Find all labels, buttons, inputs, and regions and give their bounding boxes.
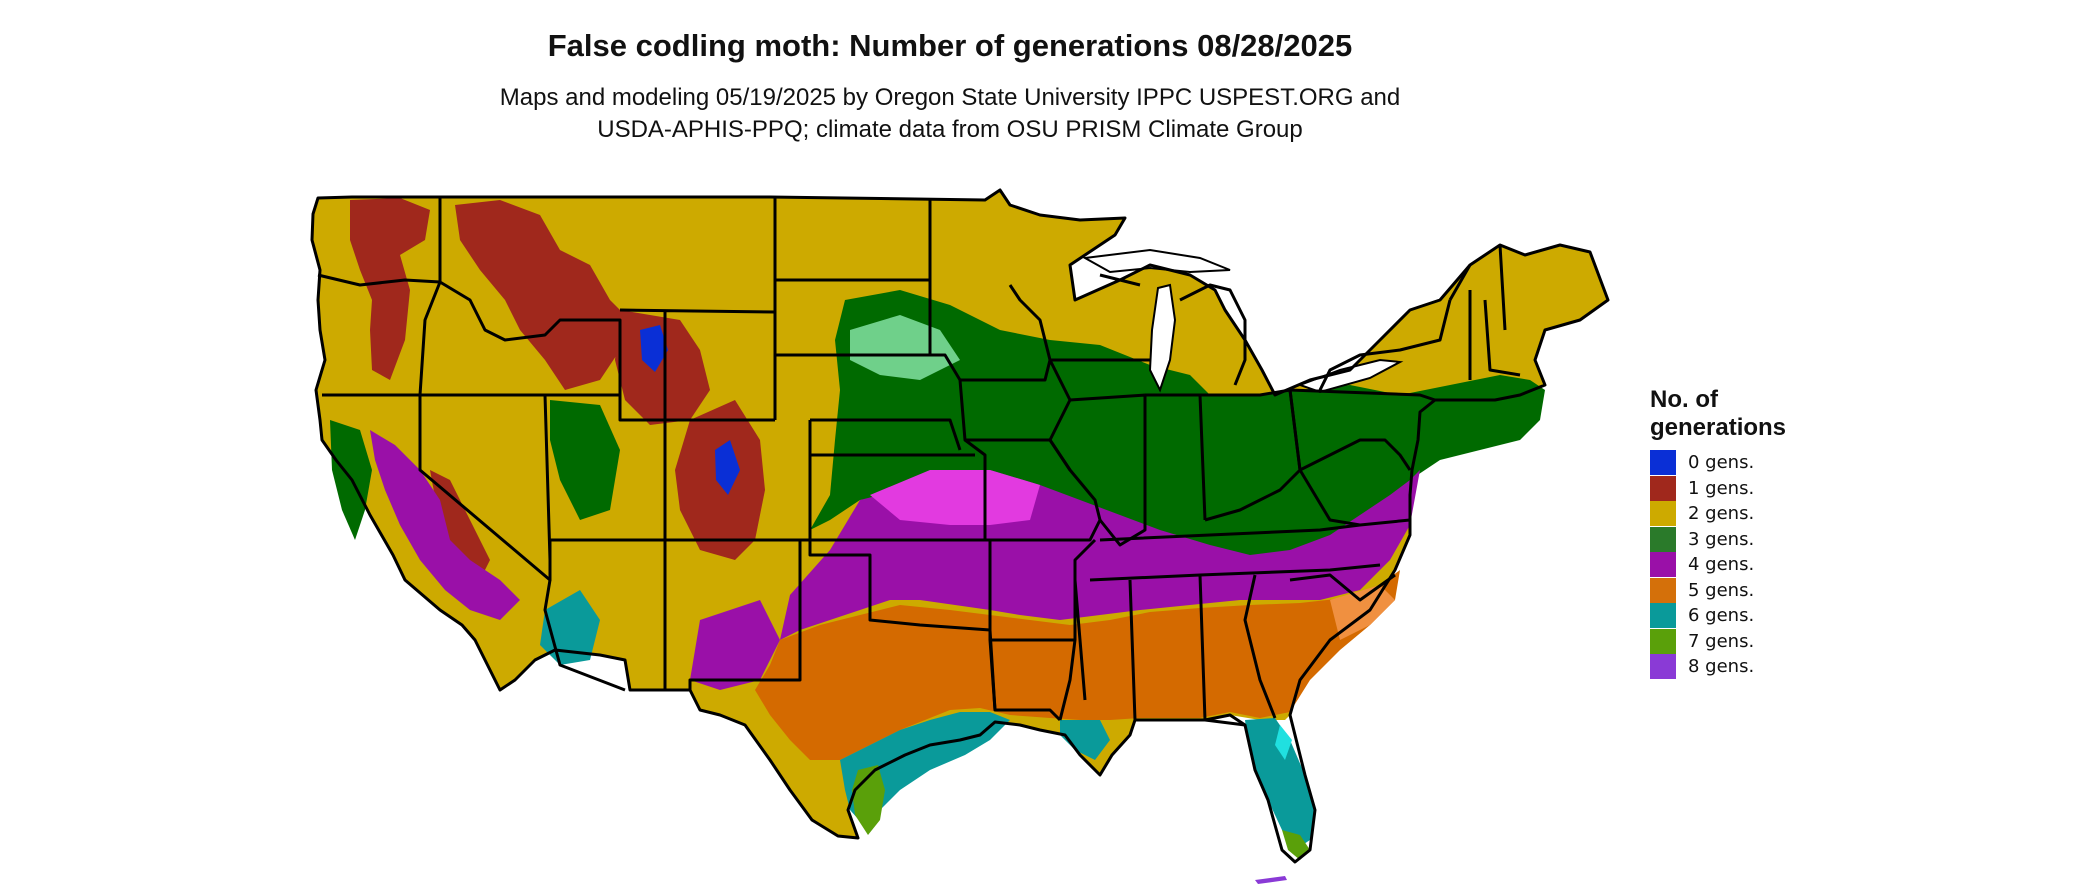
border-ar-la <box>988 538 1097 722</box>
border-id <box>418 198 622 396</box>
border-dakotas <box>773 197 935 420</box>
region-3gens-northeast <box>1440 380 1540 430</box>
region-1gen-idaho-montana <box>455 200 630 390</box>
legend-item-8-gens: 8 gens. <box>1650 654 1850 680</box>
great-lakes <box>1081 248 1404 394</box>
legend-label: 7 gens. <box>1688 630 1755 652</box>
region-3gens-central <box>810 290 1545 565</box>
legend-swatch <box>1650 603 1676 629</box>
legend-label: 8 gens. <box>1688 656 1755 678</box>
region-6gens-louisiana <box>1060 720 1110 760</box>
legend-item-6-gens: 6 gens. <box>1650 603 1850 629</box>
map-title: False codling moth: Number of generation… <box>547 28 1353 63</box>
legend-label: 4 gens. <box>1688 554 1755 576</box>
region-1gen-pnw <box>350 198 430 380</box>
legend-item-1-gens: 1 gens. <box>1650 475 1850 502</box>
border-wa-or <box>317 273 441 287</box>
legend-label: 5 gens. <box>1688 579 1755 601</box>
generation-regions <box>312 190 1608 884</box>
legend-swatch <box>1650 654 1676 680</box>
region-3gens-light <box>850 315 960 380</box>
legend: No. of generations 0 gens. 1 gens. 2 gen… <box>1650 386 1850 680</box>
region-4gens-southwest <box>370 430 520 620</box>
border-carolinas <box>1289 573 1396 602</box>
region-0gen-wyoming <box>640 325 668 372</box>
border-wi-il <box>1048 358 1150 547</box>
border-pa-ny <box>1289 299 1452 402</box>
legend-item-0-gens: 0 gens. <box>1650 450 1850 476</box>
region-8gens-keys <box>1255 876 1287 884</box>
subtitle-line-2: USDA-APHIS-PPQ; climate data from OSU PR… <box>597 116 1303 143</box>
legend-title: No. of generations <box>1650 386 1850 442</box>
region-6gens-florida <box>1245 718 1315 850</box>
border-new-england <box>1448 244 1521 380</box>
legend-item-2-gens: 2 gens. <box>1650 501 1850 527</box>
region-1gen-sierra <box>430 470 490 580</box>
legend-label: 3 gens. <box>1688 528 1755 550</box>
border-ky-tn <box>1089 523 1381 582</box>
region-4gens-light <box>870 470 1040 525</box>
border-ms-al-ga <box>1073 574 1277 727</box>
us-outline <box>310 188 1610 864</box>
legend-label: 2 gens. <box>1688 503 1755 525</box>
region-7gens-south-florida <box>1282 830 1310 860</box>
legend-title-line-1: No. of <box>1650 386 1718 413</box>
legend-swatch <box>1650 628 1676 654</box>
border-va-wv <box>1288 389 1412 527</box>
region-6gens-light-florida <box>1275 725 1292 760</box>
legend-swatch <box>1650 450 1676 476</box>
region-4gens-west-texas <box>690 600 780 690</box>
legend-swatch <box>1650 526 1676 552</box>
region-7gens-south-texas <box>852 765 885 835</box>
legend-label: 0 gens. <box>1688 452 1755 474</box>
legend-swatch <box>1650 475 1676 501</box>
state-borders <box>310 188 1610 864</box>
border-mo <box>964 438 1102 542</box>
legend-items: 0 gens. 1 gens. 2 gens. 3 gens. 4 gens. … <box>1650 450 1850 680</box>
border-az-nm <box>543 538 802 692</box>
region-3gens-utah <box>550 400 620 520</box>
region-1gen-wyoming <box>615 310 710 425</box>
border-ne-ks <box>810 418 985 542</box>
region-0gen-colorado <box>715 440 740 495</box>
legend-swatch <box>1650 552 1676 578</box>
border-mi <box>1099 273 1247 386</box>
map-subtitle: Maps and modeling 05/19/2025 by Oregon S… <box>0 82 1900 146</box>
legend-title-line-2: generations <box>1650 414 1787 441</box>
legend-label: 6 gens. <box>1688 605 1755 627</box>
lake-michigan <box>1148 283 1177 393</box>
subtitle-line-1: Maps and modeling 05/19/2025 by Oregon S… <box>499 84 1401 111</box>
legend-swatch <box>1650 501 1676 527</box>
border-mn-ia <box>928 280 1072 442</box>
legend-item-3-gens: 3 gens. <box>1650 526 1850 553</box>
legend-item-4-gens: 4 gens. <box>1650 552 1850 578</box>
legend-item-5-gens: 5 gens. <box>1650 577 1850 604</box>
legend-label: 1 gens. <box>1688 477 1755 499</box>
border-in-oh <box>1145 388 1302 522</box>
region-5gens-gulf <box>755 570 1400 760</box>
lake-superior <box>1081 248 1231 274</box>
legend-swatch <box>1650 577 1676 603</box>
legend-item-7-gens: 7 gens. <box>1650 628 1850 655</box>
